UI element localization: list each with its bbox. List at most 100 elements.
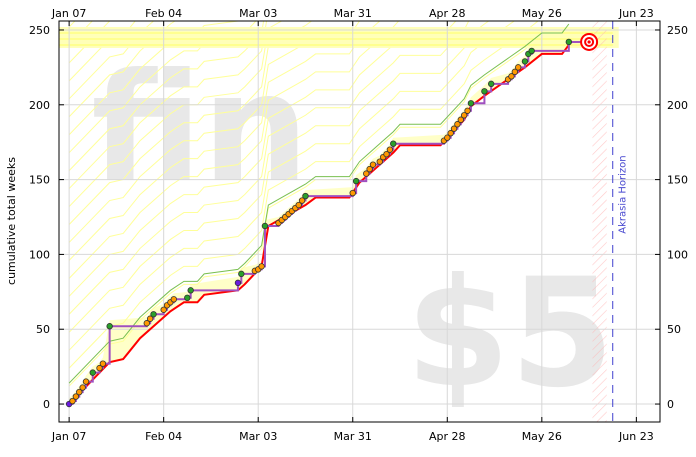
datapoint	[363, 170, 370, 177]
datapoint	[487, 80, 495, 88]
plot-frame	[58, 20, 661, 423]
datapoint	[450, 125, 458, 132]
grid-lines	[59, 21, 660, 422]
datapoint	[460, 112, 468, 119]
watermarks: fin $5	[91, 42, 614, 421]
x-tick-label-bottom: Jan 07	[51, 430, 86, 443]
road-guide-line	[68, 21, 490, 333]
datapoint	[99, 360, 107, 367]
y-tick-label-left: 250	[29, 24, 50, 37]
datapoint	[366, 165, 373, 173]
y-tick-label-right: 250	[667, 24, 688, 37]
x-tick-label-bottom: Feb 04	[145, 430, 182, 443]
datapoint	[89, 369, 96, 376]
road-guide-line	[68, 21, 457, 297]
datapoint	[106, 323, 113, 330]
y-axis-label: cumulative total weeks	[5, 157, 18, 285]
datapoint	[457, 116, 464, 123]
datapoint	[184, 294, 191, 302]
datapoint	[302, 192, 309, 200]
x-tick-label-top: Jun 23	[618, 7, 654, 20]
datapoint	[187, 287, 194, 294]
road-guide-line	[68, 21, 265, 171]
goal-band	[59, 26, 619, 48]
x-tick-label-top: Mar 03	[239, 7, 277, 20]
road-guide-line	[68, 21, 268, 189]
datapoint	[528, 47, 535, 55]
road-guide-line	[68, 21, 176, 118]
bullseye-ring	[587, 40, 591, 44]
datapoint	[369, 161, 377, 168]
y-tick-label-left: 100	[29, 248, 50, 261]
x-tick-label-bottom: Jun 23	[618, 430, 654, 443]
bright-red-line	[68, 44, 570, 405]
road-guide-line	[68, 21, 470, 315]
road-guide-line	[68, 21, 539, 369]
status-watermark: fin	[91, 42, 309, 216]
datapoint	[454, 121, 461, 128]
x-tick-label-top: May 26	[522, 7, 562, 20]
akrasia-horizon: Akrasia Horizon	[612, 21, 629, 422]
datapoint	[383, 150, 390, 158]
datapoint	[79, 384, 86, 391]
datapoint	[511, 68, 519, 76]
road-guide-line	[68, 26, 570, 387]
datapoint	[76, 388, 83, 396]
datapoint	[508, 73, 515, 80]
x-tick-label-bottom: May 26	[522, 430, 562, 443]
yellow-brick-road	[59, 21, 619, 422]
datapoint	[464, 107, 471, 114]
x-tick-label-top: Feb 04	[145, 7, 182, 20]
y-tick-label-left: 50	[36, 323, 50, 336]
datapoint	[72, 393, 80, 400]
road-guide-line	[68, 21, 283, 207]
datapoint	[261, 222, 269, 230]
datapoint	[514, 64, 522, 71]
axis-ticks: Jan 07 Jan 07 Feb 04 Feb 04 Mar 03 Mar 03 Mar …	[29, 7, 688, 443]
akrasia-horizon-label: Akrasia Horizon	[618, 155, 629, 233]
datapoint	[143, 320, 150, 327]
bullseye-icon	[580, 32, 599, 51]
y-tick-label-right: 100	[667, 248, 688, 261]
guide-line	[68, 23, 570, 384]
datapoint	[521, 58, 529, 65]
datapoints	[65, 38, 593, 408]
datapoint	[565, 38, 573, 46]
road-guide-line	[68, 21, 381, 261]
pledge-watermark: $5	[406, 247, 615, 421]
x-tick-label-top: Mar 31	[334, 7, 372, 20]
datapoint	[82, 378, 90, 385]
datapoint	[481, 88, 488, 95]
x-tick-label-top: Jan 07	[51, 7, 86, 20]
road-guide-line	[68, 21, 257, 154]
datapoint	[467, 100, 475, 107]
y-tick-label-left: 150	[29, 174, 50, 187]
x-tick-label-bottom: Apr 28	[429, 430, 466, 443]
y-tick-label-left: 200	[29, 99, 50, 112]
y-tick-label-right: 0	[667, 398, 674, 411]
datapoint	[96, 364, 103, 372]
y-tick-label-left: 0	[43, 398, 50, 411]
y-tick-label-right: 50	[667, 323, 681, 336]
datapoint	[390, 140, 397, 147]
datapoint	[386, 146, 394, 153]
x-tick-label-bottom: Mar 31	[334, 430, 372, 443]
datapoint	[150, 311, 157, 318]
datapoint	[238, 270, 245, 278]
datapoint	[258, 263, 265, 270]
y-tick-label-right: 150	[667, 174, 688, 187]
x-tick-label-bottom: Mar 03	[239, 430, 277, 443]
x-tick-label-top: Apr 28	[429, 7, 466, 20]
future-region	[592, 21, 607, 422]
datapoint	[447, 130, 454, 137]
datapoint	[295, 201, 302, 209]
datapoint	[160, 306, 167, 313]
datapoint	[298, 197, 306, 204]
datapoint	[352, 177, 360, 185]
datapoint	[444, 134, 451, 141]
datapoint	[69, 397, 76, 405]
road-guide-line	[68, 21, 400, 279]
road-guide-line	[68, 21, 313, 225]
